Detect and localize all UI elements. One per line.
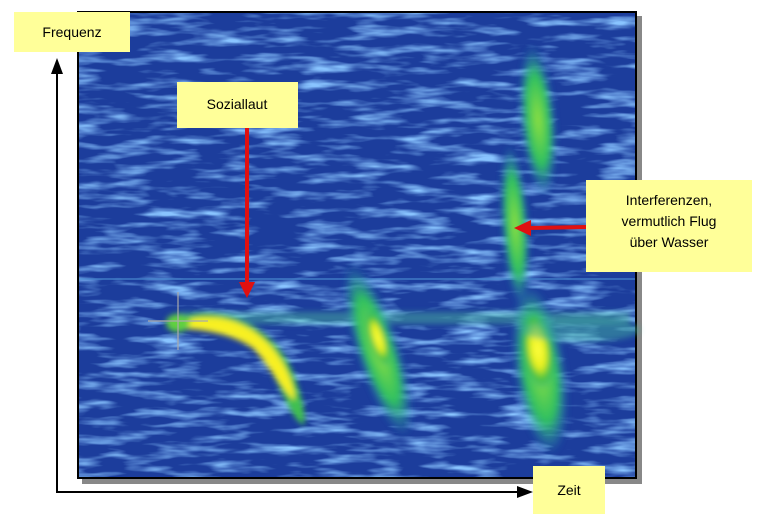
page: Frequenz Zeit Soziallaut Interferenzen, … <box>0 0 771 514</box>
time-label: Zeit <box>533 466 605 514</box>
spectrogram <box>78 12 640 478</box>
arrow-head <box>517 486 533 498</box>
annotation-text: über Wasser <box>630 234 709 250</box>
annotation-social-call: Soziallaut <box>177 82 298 128</box>
label-text: Zeit <box>557 482 580 498</box>
label-text: Frequenz <box>42 24 101 40</box>
arrow-head <box>51 58 63 74</box>
annotation-text: vermutlich Flug <box>622 213 717 229</box>
annotation-text: Soziallaut <box>207 96 268 112</box>
annotation-interference: Interferenzen, vermutlich Flug über Wass… <box>586 180 752 272</box>
frequency-label: Frequenz <box>14 12 130 52</box>
annotation-text: Interferenzen, <box>626 192 712 208</box>
